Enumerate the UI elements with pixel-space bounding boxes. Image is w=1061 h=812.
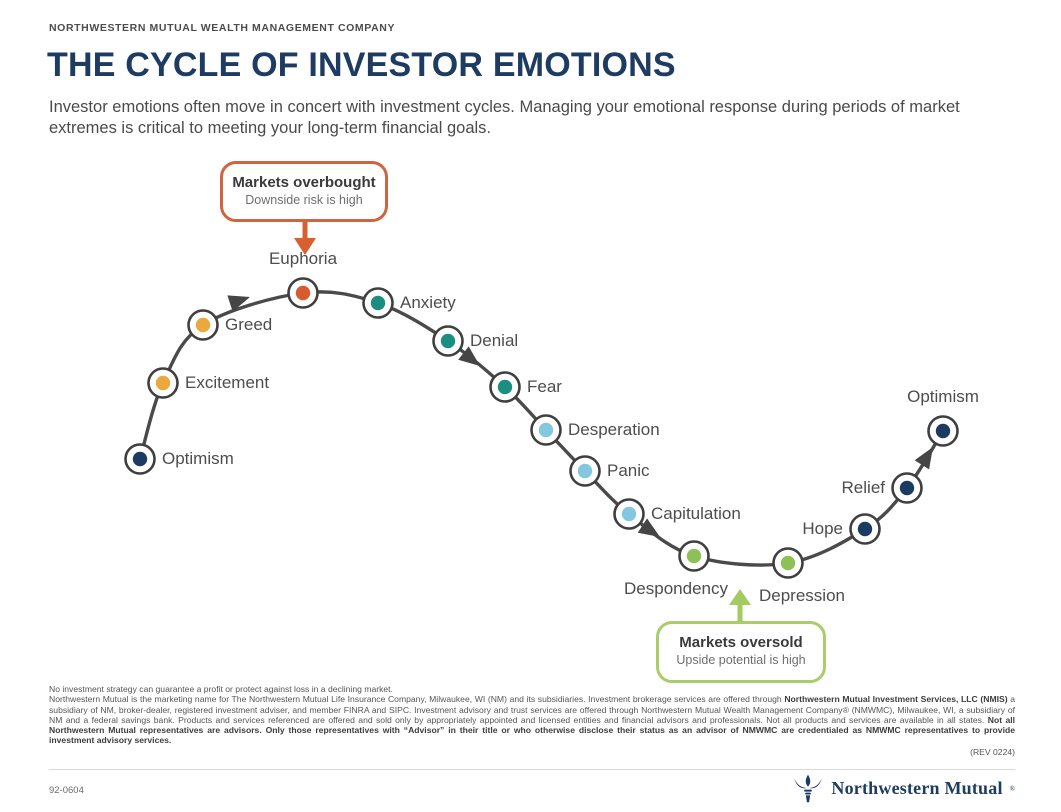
- nm-logo: Northwestern Mutual ®: [792, 774, 1015, 803]
- overbought-arrow-stem: [302, 220, 308, 239]
- emotion-node-excitement: [147, 367, 179, 399]
- curve-arrowhead-icon: [637, 518, 660, 537]
- emotion-node-fear: [489, 371, 521, 403]
- emotion-node-euphoria: [287, 277, 319, 309]
- footer-divider: [49, 769, 1015, 770]
- revision-code: (REV 0224): [970, 746, 1015, 757]
- page-subtitle: Investor emotions often move in concert …: [49, 98, 960, 137]
- emotion-label-optimism: Optimism: [907, 387, 979, 406]
- emotion-label-greed: Greed: [225, 315, 273, 334]
- emotion-label-anxiety: Anxiety: [400, 293, 456, 312]
- curve-arrowhead-icon: [914, 447, 933, 470]
- oversold-arrow-up-icon: [729, 589, 751, 605]
- logo-text: Northwestern Mutual: [831, 778, 1003, 798]
- emotion-label-panic: Panic: [607, 461, 650, 480]
- emotion-label-fear: Fear: [527, 377, 562, 396]
- emotion-label-depression: Depression: [759, 586, 845, 605]
- emotion-node-capitulation: [613, 498, 645, 530]
- callout-oversold-title: Markets oversold: [679, 634, 803, 651]
- callout-overbought-title: Markets overbought: [232, 174, 376, 191]
- disclaimer-line1: No investment strategy can guarantee a p…: [49, 684, 393, 694]
- emotion-label-desperation: Desperation: [568, 420, 660, 439]
- emotion-label-capitulation: Capitulation: [651, 504, 741, 523]
- emotion-node-optimism: [927, 415, 959, 447]
- callout-oversold-subtitle: Upside potential is high: [676, 653, 806, 667]
- callout-overbought-subtitle: Downside risk is high: [245, 193, 363, 207]
- emotion-label-euphoria: Euphoria: [268, 249, 338, 268]
- emotion-node-desperation: [530, 414, 562, 446]
- form-number: 92-0604: [49, 785, 84, 796]
- emotion-node-anxiety: [362, 287, 394, 319]
- emotion-node-denial: [432, 325, 464, 357]
- emotion-label-hope: Hope: [802, 519, 843, 538]
- overbought-arrow-down-icon: [294, 238, 316, 255]
- emotion-node-panic: [569, 455, 601, 487]
- callout-markets-oversold: Markets oversold Upside potential is hig…: [656, 621, 826, 683]
- emotion-node-depression: [772, 547, 804, 579]
- page-title: THE CYCLE OF INVESTOR EMOTIONS: [47, 46, 676, 84]
- company-name: NORTHWESTERN MUTUAL WEALTH MANAGEMENT CO…: [49, 22, 396, 34]
- curve-arrowhead-icon: [227, 295, 250, 312]
- torch-icon: [794, 774, 823, 803]
- curve-arrowhead-icon: [458, 346, 480, 366]
- disclaimer-paragraph: Northwestern Mutual is the marketing nam…: [49, 694, 1015, 746]
- logo-registered-mark: ®: [1009, 784, 1015, 793]
- emotion-label-optimism: Optimism: [162, 449, 234, 468]
- emotion-label-despondency: Despondency: [624, 579, 728, 598]
- emotion-label-denial: Denial: [470, 331, 519, 350]
- emotion-node-greed: [187, 309, 219, 341]
- callout-markets-overbought: Markets overbought Downside risk is high: [220, 161, 388, 222]
- emotion-node-hope: [849, 513, 881, 545]
- oversold-arrow-stem: [737, 605, 743, 622]
- emotion-label-excitement: Excitement: [185, 373, 270, 392]
- disclaimer: No investment strategy can guarantee a p…: [49, 684, 1015, 757]
- emotion-label-relief: Relief: [841, 478, 885, 497]
- emotion-node-relief: [891, 472, 923, 504]
- emotion-node-despondency: [678, 540, 710, 572]
- emotion-node-optimism: [124, 443, 156, 475]
